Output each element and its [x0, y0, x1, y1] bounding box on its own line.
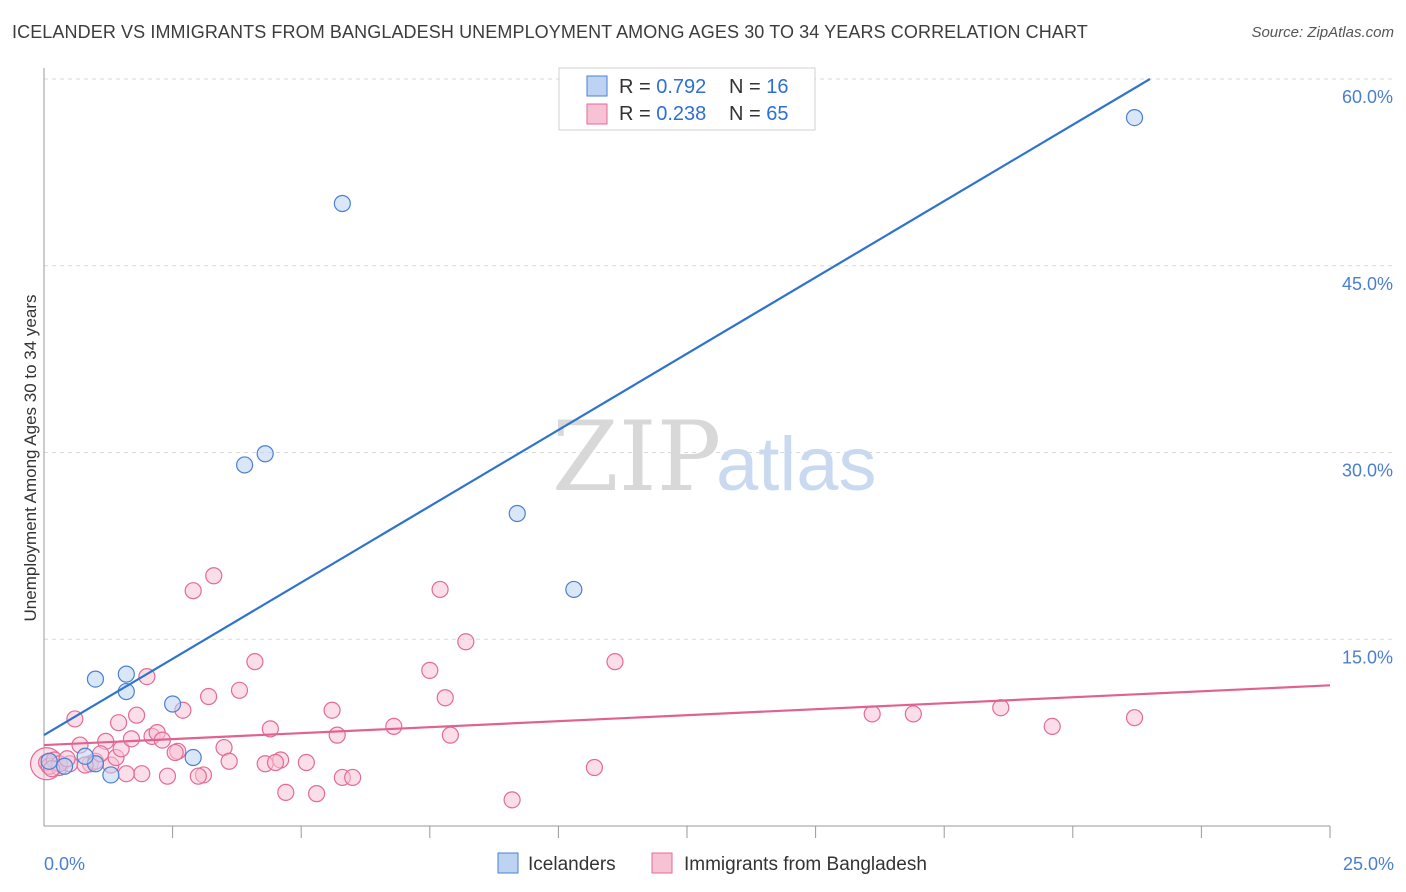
bangladesh-point — [266, 753, 285, 772]
bangladesh-point — [585, 758, 604, 777]
icelanders-point — [333, 194, 351, 213]
icelanders-point — [164, 695, 182, 713]
icelanders-point — [55, 757, 74, 775]
legend-r-label-2: R = — [619, 103, 656, 125]
bangladesh-point — [189, 767, 207, 785]
bottom-legend-bangladesh: Immigrants from Bangladesh — [684, 854, 927, 875]
icelanders-point — [508, 504, 526, 523]
svg-text:N = 65: N = 65 — [729, 103, 789, 125]
bangladesh-point — [1125, 709, 1144, 727]
bangladesh-trend-line — [43, 684, 1331, 747]
legend-n-value-2: 65 — [766, 103, 788, 125]
watermark-atlas: atlas — [716, 422, 877, 507]
bangladesh-point — [230, 681, 249, 699]
icelanders-point — [1125, 108, 1144, 127]
y-tick-label-30: 30.0% — [1342, 461, 1393, 481]
icelanders-point — [76, 747, 94, 765]
icelanders-point — [565, 580, 583, 599]
series-icelanders-points — [40, 108, 1144, 784]
bangladesh-point — [127, 706, 146, 724]
icelanders-point — [256, 445, 274, 463]
legend-n-label-2: N = — [729, 103, 766, 125]
series-bangladesh-points — [29, 567, 1144, 809]
watermark-zip: ZIP — [552, 401, 721, 513]
icelanders-point — [102, 766, 120, 784]
chart-title: ICELANDER VS IMMIGRANTS FROM BANGLADESH … — [12, 22, 1088, 42]
bangladesh-point — [323, 701, 341, 719]
x-tick-label-max: 25.0% — [1343, 854, 1394, 874]
bangladesh-point — [457, 633, 475, 651]
bangladesh-point — [421, 661, 439, 679]
bottom-legend-icelanders: Icelanders — [528, 854, 616, 875]
bangladesh-point — [133, 765, 151, 783]
bangladesh-point — [200, 687, 218, 706]
x-tick-marks — [172, 826, 1331, 838]
icelanders-trend-line — [43, 78, 1151, 737]
bangladesh-point — [158, 767, 177, 785]
legend-r-value-2: 0.238 — [656, 103, 706, 125]
correlation-legend: R = 0.792 N = 16 R = 0.238 N = 65 — [558, 67, 816, 131]
bangladesh-point — [1043, 717, 1061, 736]
bangladesh-point — [863, 705, 881, 723]
legend-n-label-1: N = — [729, 76, 766, 98]
bangladesh-point — [184, 582, 202, 600]
legend-swatch-bangladesh — [586, 103, 608, 125]
bangladesh-point — [431, 580, 449, 599]
y-tick-labels: 15.0% 30.0% 45.0% 60.0% — [1342, 87, 1393, 667]
y-tick-label-60: 60.0% — [1342, 87, 1393, 107]
bangladesh-point — [246, 653, 264, 671]
bottom-legend-swatch-icelanders — [497, 852, 519, 874]
icelanders-point — [40, 752, 58, 770]
bangladesh-point — [904, 705, 922, 723]
source-label: Source: ZipAtlas.com — [1251, 24, 1394, 41]
svg-text:R = 0.792: R = 0.792 — [619, 76, 706, 98]
bangladesh-point — [220, 752, 238, 770]
bangladesh-point — [297, 753, 315, 772]
bangladesh-point — [122, 730, 141, 748]
bangladesh-point — [277, 783, 295, 801]
legend-swatch-icelanders — [586, 75, 608, 97]
legend-r-value-1: 0.792 — [656, 76, 706, 98]
bangladesh-point — [992, 699, 1010, 717]
icelanders-point — [236, 456, 254, 474]
icelanders-point — [184, 748, 202, 767]
y-axis-label: Unemployment Among Ages 30 to 34 years — [21, 295, 40, 622]
legend-n-value-1: 16 — [766, 76, 788, 98]
bangladesh-point — [117, 765, 135, 783]
svg-text:R = 0.238: R = 0.238 — [619, 103, 706, 125]
bangladesh-point — [328, 726, 346, 744]
grid-lines — [44, 78, 1394, 640]
series-legend: Icelanders Immigrants from Bangladesh — [497, 852, 927, 875]
svg-text:N = 16: N = 16 — [729, 76, 789, 98]
icelanders-point — [117, 665, 135, 683]
bangladesh-point — [308, 785, 326, 803]
bangladesh-point — [261, 720, 279, 738]
y-tick-label-15: 15.0% — [1342, 647, 1393, 667]
icelanders-point — [86, 670, 105, 688]
bangladesh-point — [109, 714, 128, 732]
bottom-legend-swatch-bangladesh — [651, 852, 673, 874]
y-tick-label-45: 45.0% — [1342, 274, 1393, 294]
legend-r-label-1: R = — [619, 76, 656, 98]
bangladesh-point — [166, 743, 184, 762]
bangladesh-point — [503, 791, 521, 809]
bangladesh-point — [441, 726, 459, 744]
x-tick-label-min: 0.0% — [44, 854, 85, 874]
bangladesh-point — [385, 717, 403, 736]
bangladesh-point — [606, 653, 624, 671]
bangladesh-point — [205, 567, 223, 585]
bangladesh-point — [344, 768, 362, 787]
bangladesh-point — [436, 689, 454, 707]
